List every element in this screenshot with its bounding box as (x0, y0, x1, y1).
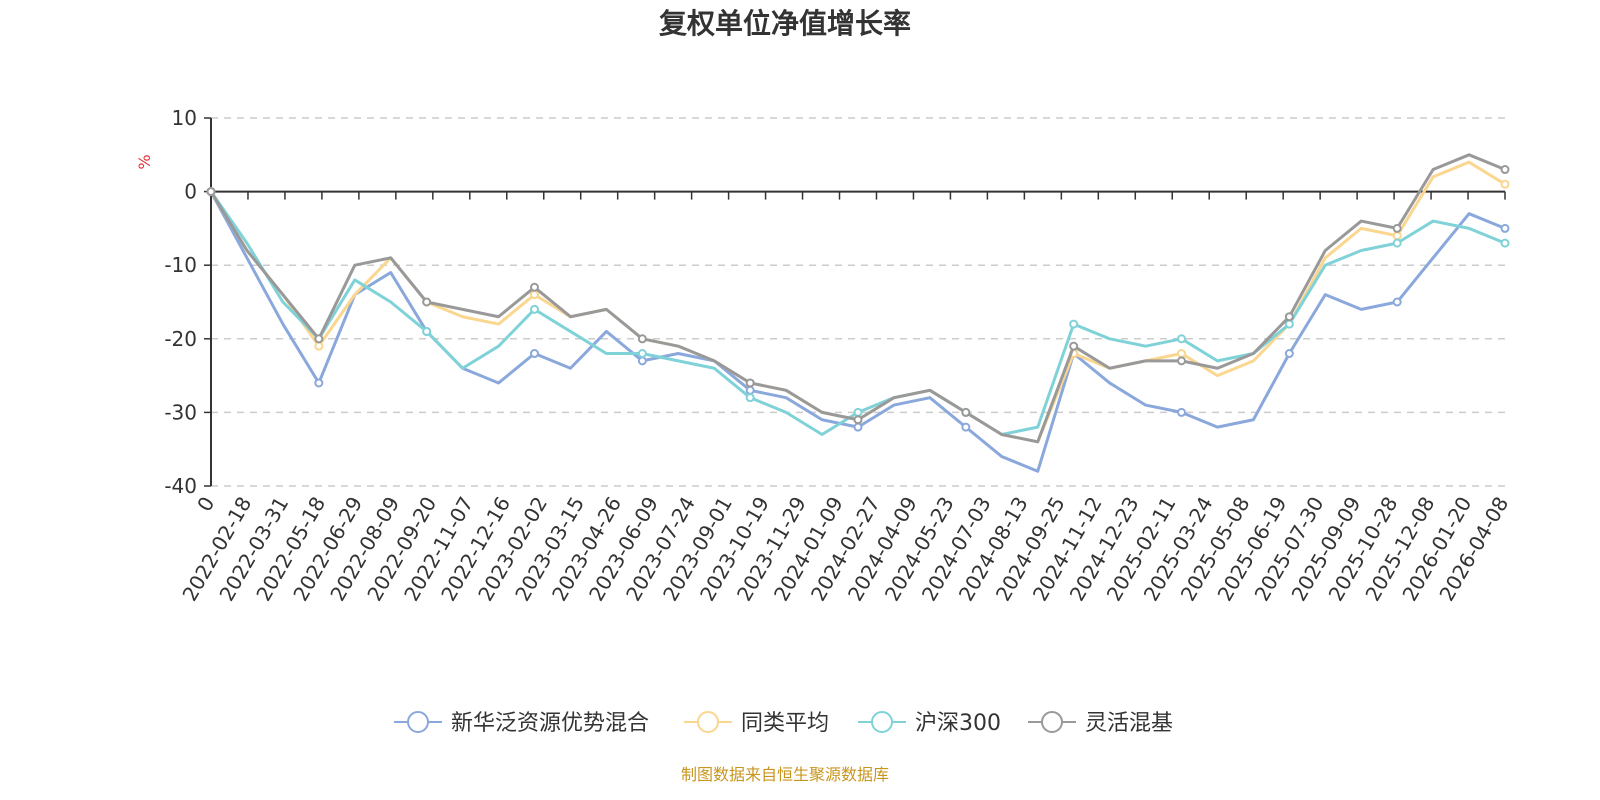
data-point (1500, 179, 1510, 189)
x-axis-ticks: 02022-02-182022-03-312022-05-182022-06-2… (177, 191, 1513, 605)
y-tick-label: 10 (172, 106, 197, 130)
data-point (530, 282, 539, 292)
data-point (1284, 319, 1294, 329)
axes (210, 118, 1505, 486)
legend-label: 灵活混基 (1085, 711, 1173, 736)
data-point (314, 378, 324, 388)
data-point (745, 393, 755, 403)
data-point (853, 407, 863, 417)
data-point (314, 341, 324, 351)
data-point (637, 349, 647, 359)
series-3 (206, 153, 1510, 444)
y-axis-ticks: 10 0 -10 -20 -30 -40 (164, 106, 211, 498)
legend-label: 同类平均 (741, 711, 829, 736)
data-point (1392, 297, 1402, 307)
data-point (1069, 319, 1079, 329)
legend: 新华泛资源优势混合 同类平均 沪深300 灵活混基 (394, 711, 1173, 736)
series-0 (206, 187, 1510, 473)
source-note: 制图数据来自恒生聚源数据库 (681, 765, 889, 784)
series-2 (206, 187, 1510, 436)
data-point (1500, 238, 1510, 248)
legend-marker-icon (1041, 711, 1063, 733)
legend-item[interactable]: 灵活混基 (1028, 711, 1173, 736)
chart-title: 复权单位净值增长率 (659, 7, 911, 40)
legend-label: 沪深300 (915, 711, 1001, 736)
data-point (1177, 356, 1186, 366)
data-point (637, 356, 647, 366)
data-point (745, 378, 755, 388)
data-point (1500, 223, 1510, 233)
y-tick-label: 0 (184, 180, 197, 204)
series-line (209, 190, 1506, 436)
data-point (1284, 312, 1294, 322)
y-tick-label: -30 (164, 400, 197, 424)
y-axis-unit: % (135, 154, 154, 169)
series-1 (206, 160, 1510, 444)
data-point (1392, 238, 1402, 248)
data-point (1392, 231, 1402, 241)
legend-marker-icon (871, 711, 893, 733)
data-point (961, 407, 971, 417)
y-tick-label: -20 (164, 327, 197, 351)
legend-item[interactable]: 沪深300 (858, 711, 1001, 736)
data-point (1177, 407, 1186, 417)
data-point (1177, 349, 1186, 359)
data-point (530, 304, 539, 314)
data-point (745, 385, 755, 395)
data-point (206, 187, 216, 197)
legend-marker-icon (697, 711, 719, 733)
data-point (422, 297, 432, 307)
data-point (853, 415, 863, 425)
data-point (637, 334, 647, 344)
legend-label: 新华泛资源优势混合 (451, 711, 649, 736)
data-point (422, 326, 432, 336)
legend-marker-icon (407, 711, 429, 733)
data-point (1284, 349, 1294, 359)
data-point (1069, 341, 1079, 351)
data-point (314, 334, 324, 344)
series-lines (206, 153, 1510, 473)
y-tick-label: -40 (164, 474, 197, 498)
data-point (1177, 334, 1186, 344)
data-point (530, 290, 539, 300)
data-point (853, 422, 863, 432)
series-line (209, 160, 1506, 444)
y-tick-label: -10 (164, 253, 197, 277)
x-tick-label: 0 (192, 493, 219, 516)
data-point (961, 422, 971, 432)
data-point (1500, 165, 1510, 175)
legend-item[interactable]: 同类平均 (684, 711, 829, 736)
legend-item[interactable]: 新华泛资源优势混合 (394, 711, 649, 736)
data-point (530, 349, 539, 359)
data-point (1392, 223, 1402, 233)
